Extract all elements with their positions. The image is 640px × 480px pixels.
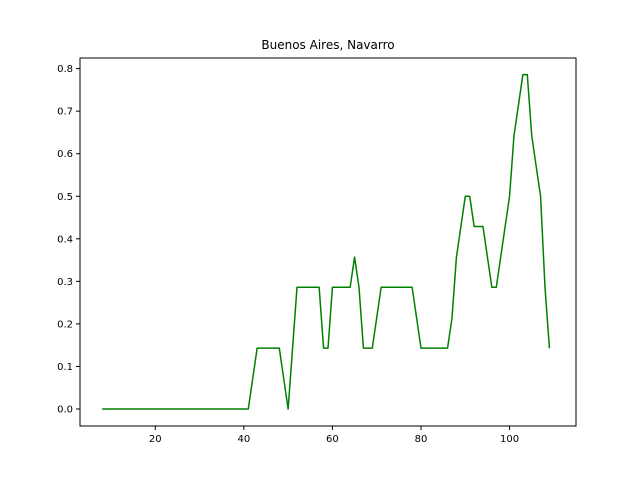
y-tick-label: 0.7 xyxy=(57,107,73,118)
y-tick-label: 0.4 xyxy=(57,234,73,245)
x-tick-label: 60 xyxy=(326,434,339,445)
y-tick-label: 0.1 xyxy=(57,362,73,373)
y-axis: 0.0 0.1 0.2 0.3 0.4 0.5 0.6 0.7 0.8 xyxy=(57,64,80,415)
y-tick-label: 0.3 xyxy=(57,277,73,288)
y-tick-label: 0.5 xyxy=(57,192,73,203)
x-tick-label: 40 xyxy=(237,434,250,445)
x-tick-label: 20 xyxy=(149,434,162,445)
y-tick-label: 0.6 xyxy=(57,149,73,160)
y-tick-label: 0.8 xyxy=(57,64,73,75)
x-axis: 20 40 60 80 100 xyxy=(149,426,519,445)
plot-frame xyxy=(79,57,577,427)
y-tick-label: 0.2 xyxy=(57,319,73,330)
x-tick-label: 80 xyxy=(415,434,428,445)
x-tick-label: 100 xyxy=(500,434,519,445)
series-line xyxy=(102,73,551,410)
series-layer xyxy=(102,73,551,410)
y-tick-label: 0.0 xyxy=(57,404,73,415)
chart-title: Buenos Aires, Navarro xyxy=(261,38,394,52)
